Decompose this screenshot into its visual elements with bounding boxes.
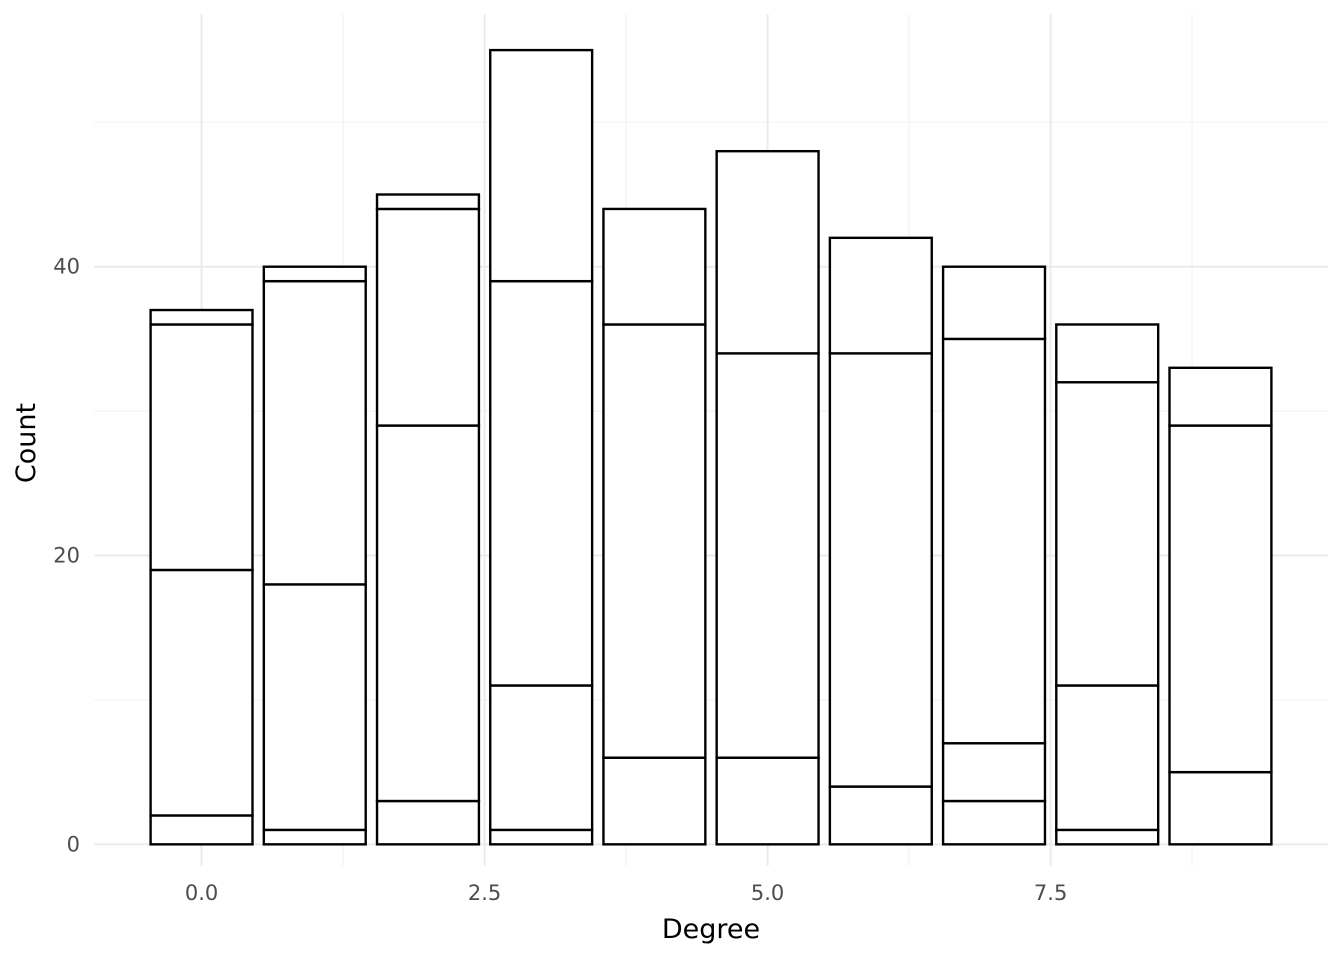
bar-segment — [149, 308, 254, 326]
y-axis-title: Count — [11, 403, 42, 483]
bar-segment — [489, 684, 594, 832]
bar-segment — [1055, 381, 1160, 687]
x-tick-label: 2.5 — [468, 881, 501, 905]
bar-segment — [1168, 770, 1273, 846]
bar-stack — [489, 48, 594, 846]
x-tick-label: 7.5 — [1034, 881, 1067, 905]
bar-stack — [1055, 323, 1160, 846]
bar-segment — [602, 323, 707, 759]
bar-segment — [149, 323, 254, 572]
x-axis-title: Degree — [662, 914, 760, 945]
bar-segment — [375, 799, 481, 846]
bar-segment — [602, 756, 707, 846]
bar-stack — [602, 207, 707, 846]
x-axis-ticks: 0.0 2.5 5.0 7.5 — [185, 881, 1067, 905]
bar-segment — [262, 279, 367, 586]
bar-segment — [375, 424, 481, 803]
bar-segment — [375, 193, 481, 211]
bar-segment — [1055, 323, 1160, 384]
bar-segment — [149, 814, 254, 846]
y-tick-label: 20 — [53, 544, 80, 568]
bar-stack — [715, 149, 820, 846]
bar-stack — [149, 308, 254, 846]
y-axis-ticks: 0 20 40 — [53, 255, 80, 857]
bar-stack — [941, 265, 1047, 846]
bar-segment — [375, 207, 481, 427]
bar-segment — [1055, 828, 1160, 846]
x-tick-label: 5.0 — [751, 881, 784, 905]
bar-segment — [1168, 424, 1273, 774]
bar-segment — [489, 828, 594, 846]
bar-segment — [1168, 366, 1273, 427]
bar-segment — [828, 352, 933, 788]
bar-segment — [262, 583, 367, 832]
bar-segment — [602, 207, 707, 326]
bar-segment — [941, 337, 1047, 745]
bar-segment — [715, 352, 820, 759]
bar-stack — [828, 236, 933, 846]
bar-segment — [828, 785, 933, 846]
bar-segment — [489, 279, 594, 687]
bar-segment — [262, 265, 367, 283]
y-tick-label: 40 — [53, 255, 80, 279]
bar-segment — [149, 568, 254, 817]
bar-segment — [262, 828, 367, 846]
bars — [149, 48, 1273, 846]
bar-segment — [941, 799, 1047, 846]
bar-stack — [375, 193, 481, 846]
bar-stack — [1168, 366, 1273, 846]
bar-stack — [262, 265, 367, 846]
bar-segment — [828, 236, 933, 355]
bar-segment — [941, 742, 1047, 803]
bar-segment — [489, 48, 594, 283]
y-tick-label: 0 — [67, 832, 80, 856]
bar-segment — [941, 265, 1047, 341]
bar-segment — [1055, 684, 1160, 832]
bar-segment — [715, 756, 820, 846]
x-tick-label: 0.0 — [185, 881, 218, 905]
bar-segment — [715, 149, 820, 355]
